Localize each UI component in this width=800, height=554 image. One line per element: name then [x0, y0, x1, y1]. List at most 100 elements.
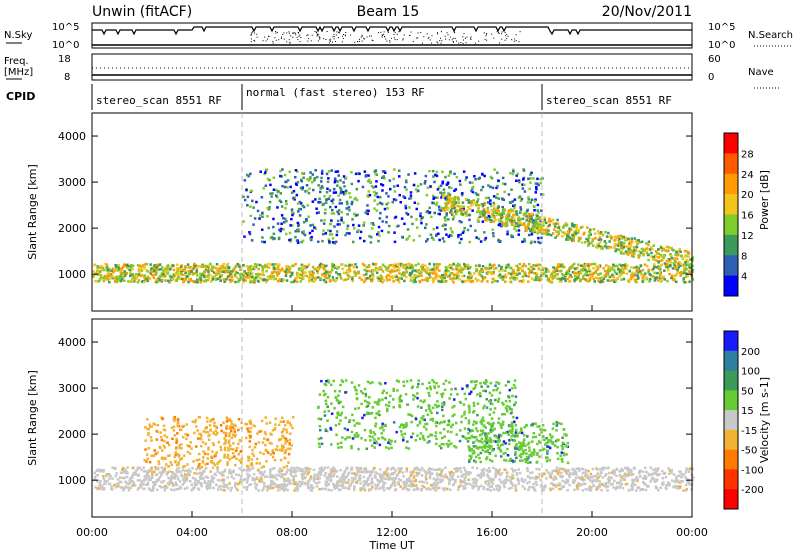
vel-cells-cell: [301, 481, 304, 484]
power-cells-cell: [285, 271, 289, 274]
power-cells-cell: [645, 276, 648, 279]
power-cells-cell: [274, 263, 277, 266]
vel-cells-cell: [549, 474, 552, 477]
power-cells-cell: [663, 269, 666, 272]
power-cells-cell: [292, 190, 296, 193]
power-cells-cell: [374, 172, 377, 175]
power-cells-cell: [176, 273, 179, 276]
power-cells-cell: [176, 269, 180, 272]
vel-cells-cell: [534, 489, 537, 492]
vel-cells-cell: [277, 469, 281, 472]
power-cells-cell: [307, 263, 311, 266]
vel-cells-cell: [277, 489, 280, 492]
vel-cells-cell: [108, 477, 111, 480]
vel-cells-cell: [656, 474, 660, 477]
vel-cells-cell: [623, 477, 626, 481]
vel-cells-cell: [101, 488, 104, 491]
power-cells-cell: [584, 271, 588, 274]
vel-cells-cell: [182, 475, 186, 479]
vel-cells-cell: [661, 476, 665, 480]
vel-cells-cell: [277, 484, 281, 487]
power-cells-cell: [260, 196, 264, 199]
power-cells-cell: [535, 185, 538, 189]
power-cells-cell: [316, 269, 319, 273]
power-cells-cell: [376, 233, 379, 236]
nsky-label: N.Sky: [4, 30, 32, 41]
power-cells-cell: [679, 264, 682, 267]
vel-cells-cell: [350, 476, 354, 480]
power-cells-cell: [353, 270, 356, 273]
power-cells-cell: [294, 235, 297, 239]
vel-cells-cell: [433, 486, 437, 489]
power-cells-cell: [613, 244, 617, 248]
vel-cells-cell: [484, 481, 488, 485]
vel-cells-cell: [398, 470, 402, 473]
vel-cells-cell: [158, 471, 162, 474]
vel-cells-cell: [366, 478, 369, 481]
power-cells-cell: [367, 209, 370, 213]
vel-cells-cell: [209, 470, 212, 473]
power-cells-cell: [280, 205, 284, 208]
power-cells-cell: [480, 280, 484, 283]
vel-cells-cell: [209, 481, 212, 484]
vel-cells-cell: [402, 482, 406, 486]
power-cells-cell: [497, 213, 500, 216]
power-cells-cell: [526, 201, 530, 204]
power-cells-cell: [627, 237, 630, 241]
vel-cells-cell: [569, 472, 572, 475]
vel-cells-cell: [655, 479, 658, 483]
vel-cells-cell: [575, 467, 579, 470]
vel-cells-cell: [307, 482, 310, 485]
power-cells-cell: [187, 272, 191, 276]
power-cells-cell: [455, 276, 459, 279]
power-cells-cell: [155, 280, 158, 284]
vel-cells-cell: [425, 478, 428, 481]
vel-cells-cell: [589, 472, 593, 476]
power-cells-cell: [126, 266, 129, 270]
power-cells-cell: [567, 272, 570, 275]
power-cells-cell: [506, 223, 509, 227]
power-cells-cell: [386, 274, 390, 277]
power-cells-cell: [330, 169, 333, 172]
power-cells-cell: [312, 188, 315, 192]
vel-cells-cell: [596, 487, 599, 491]
vel-cells-cell: [144, 474, 148, 478]
vel-cells-cell: [300, 472, 303, 476]
power-cells-cell: [662, 275, 665, 279]
vel-cells-cell: [412, 488, 416, 492]
power-cells-cell: [685, 268, 688, 271]
power-cells-cell: [178, 277, 181, 281]
power-cells-cell: [592, 271, 595, 275]
vel-cells-cell: [318, 477, 321, 480]
power-cells-cell: [300, 179, 303, 183]
power-cells-cell: [364, 175, 368, 178]
vel-cells-cell: [601, 476, 604, 479]
power-cells-cell: [218, 275, 222, 278]
power-cells-cell: [306, 265, 309, 269]
power-cells-cell: [573, 271, 576, 275]
power-cells-cell: [578, 278, 582, 281]
vel-cells-cell: [360, 487, 363, 490]
power-cells-cell: [652, 255, 655, 259]
power-cells-cell: [250, 239, 254, 242]
power-cells-cell: [385, 215, 389, 219]
power-cells-cell: [370, 227, 374, 230]
power-cells-cell: [480, 215, 483, 218]
power-cells-cell: [479, 240, 483, 243]
power-cells-cell: [107, 269, 110, 272]
vel-cells-cell: [257, 489, 260, 492]
power-cells-cell: [154, 272, 158, 275]
power-cells-cell: [327, 238, 330, 241]
power-cells-cell: [274, 277, 278, 281]
power-cells-cell: [381, 170, 385, 173]
power-cells-cell: [290, 271, 294, 275]
vel-cells-cell: [459, 479, 462, 482]
power-cells-cell: [334, 178, 337, 182]
power-cells-cell: [294, 169, 298, 172]
power-cells-cell: [517, 233, 520, 236]
power-cells-cell: [149, 263, 152, 266]
power-cells-cell: [225, 264, 229, 267]
vel-cells-cell: [636, 478, 640, 481]
power-cells-cell: [516, 269, 519, 272]
vel-cells-cell: [675, 480, 678, 484]
